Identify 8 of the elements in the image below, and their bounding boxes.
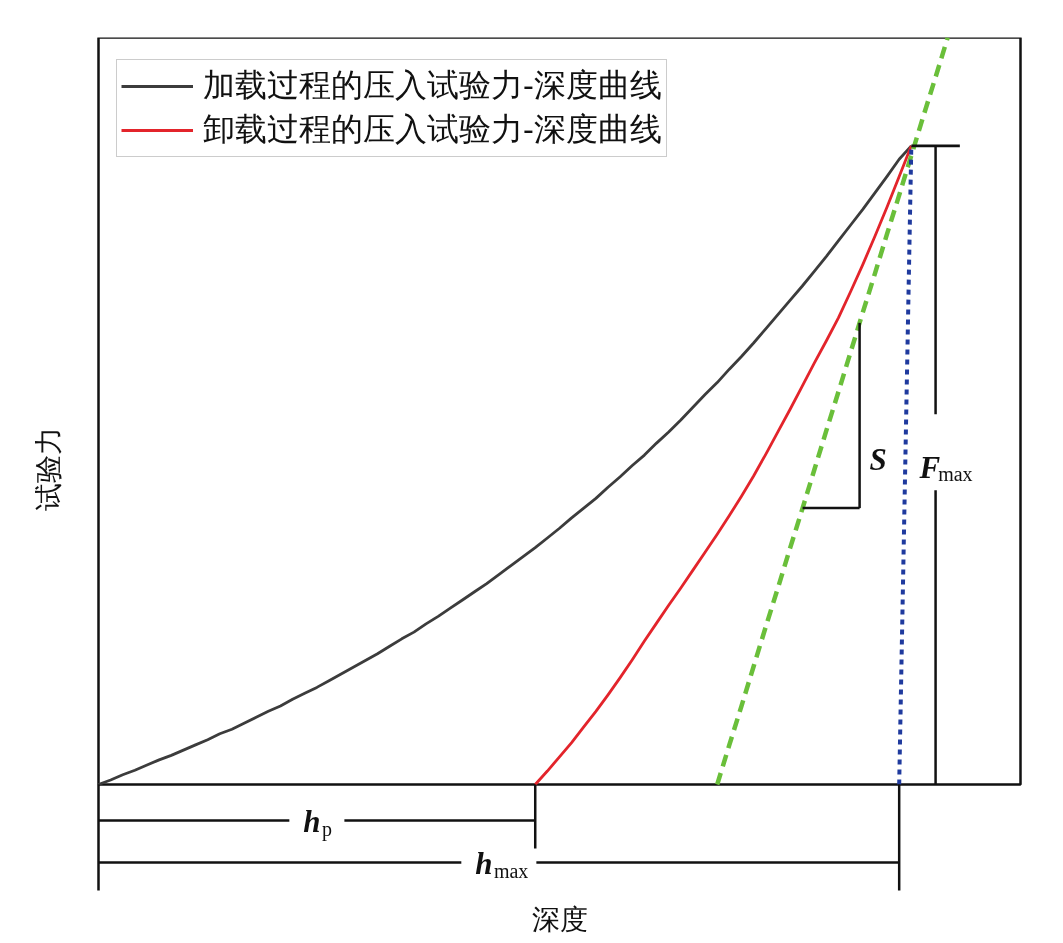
legend-label: 加载过程的压入试验力-深度曲线 [203,65,662,106]
text: hp [303,804,332,841]
legend-label: 卸载过程的压入试验力-深度曲线 [203,109,662,150]
y-axis-title: 试验力 [31,427,65,511]
annotation: Fmax [918,449,973,486]
text: hmax [475,846,529,882]
annotation: S [869,441,887,477]
x-axis-title: 深度 [531,902,588,936]
